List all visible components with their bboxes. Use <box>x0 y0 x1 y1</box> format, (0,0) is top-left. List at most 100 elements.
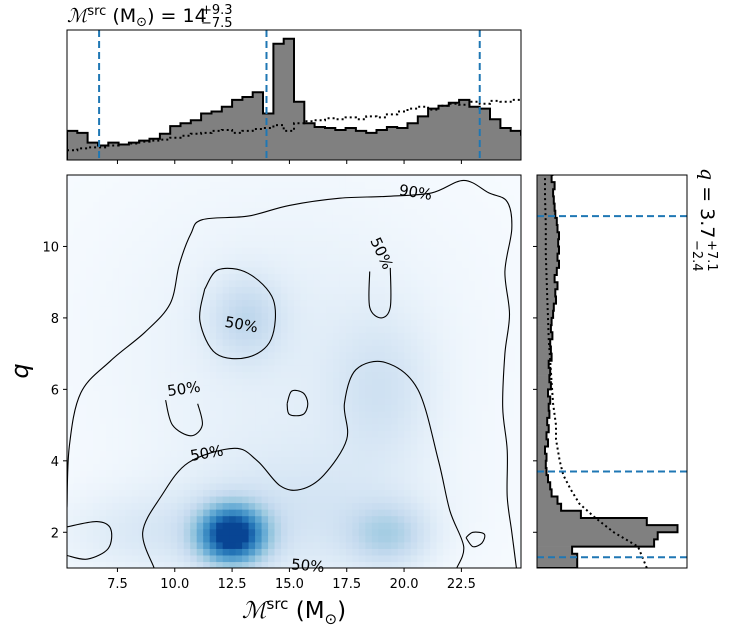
heatmap-cell <box>456 482 464 490</box>
heatmap-cell <box>151 430 159 438</box>
heatmap-cell <box>313 509 321 517</box>
heatmap-cell <box>423 443 431 451</box>
heatmap-cell <box>164 509 172 517</box>
heatmap-cell <box>164 404 172 412</box>
heatmap-cell <box>73 548 81 556</box>
heatmap-cell <box>397 312 405 320</box>
heatmap-cell <box>281 502 289 510</box>
heatmap-cell <box>365 233 373 242</box>
heatmap-cell <box>216 450 224 458</box>
heatmap-cell <box>345 253 353 261</box>
heatmap-cell <box>287 495 295 504</box>
heatmap-cell <box>73 227 81 235</box>
heatmap-cell <box>475 260 483 268</box>
heatmap-cell <box>151 535 159 543</box>
heatmap-cell <box>469 535 477 543</box>
heatmap-cell <box>313 397 321 405</box>
heatmap-cell <box>196 423 204 432</box>
heatmap-cell <box>105 423 113 432</box>
heatmap-cell <box>436 404 444 412</box>
heatmap-cell <box>449 247 457 255</box>
heatmap-cell <box>79 181 88 189</box>
heatmap-cell <box>508 253 516 261</box>
heatmap-cell <box>332 260 340 268</box>
heatmap-cell <box>332 220 340 228</box>
heatmap-cell <box>105 482 113 490</box>
heatmap-cell <box>482 214 490 222</box>
heatmap-cell <box>332 450 340 458</box>
heatmap-cell <box>105 247 113 255</box>
heatmap-cell <box>456 364 464 373</box>
heatmap-cell <box>488 482 496 490</box>
heatmap-cell <box>125 220 133 228</box>
heatmap-cell <box>475 548 483 556</box>
heatmap-cell <box>268 194 276 202</box>
contour-island-5 <box>286 389 309 417</box>
heatmap-cell <box>449 181 457 189</box>
top-histogram-bar <box>221 106 233 160</box>
heatmap-cell <box>514 450 521 458</box>
heatmap-cell <box>384 214 392 222</box>
heatmap-cell <box>216 482 224 490</box>
heatmap-cell <box>332 378 340 386</box>
heatmap-cell <box>313 371 321 379</box>
heatmap-cell <box>92 188 101 196</box>
heatmap-cell <box>170 371 178 379</box>
heatmap-cell <box>105 535 113 543</box>
heatmap-cell <box>281 404 289 412</box>
heatmap-cell <box>242 548 250 556</box>
heatmap-cell <box>514 306 521 314</box>
heatmap-cell <box>86 515 94 523</box>
heatmap-cell <box>86 279 94 287</box>
heatmap-cell <box>514 437 521 445</box>
heatmap-cell <box>164 443 172 451</box>
heatmap-cell <box>443 522 451 530</box>
heatmap-cell <box>67 404 75 412</box>
heatmap-cell <box>430 476 438 484</box>
heatmap-cell <box>222 175 230 183</box>
heatmap-cell <box>417 554 425 563</box>
heatmap-cell <box>384 456 392 464</box>
heatmap-cell <box>73 253 81 261</box>
heatmap-cell <box>456 535 464 543</box>
heatmap-cell <box>345 240 353 248</box>
heatmap-cell <box>319 332 328 340</box>
heatmap-cell <box>209 220 217 228</box>
heatmap-cell <box>281 181 289 189</box>
heatmap-cell <box>488 561 496 568</box>
heatmap-cell <box>138 522 146 530</box>
heatmap-cell <box>371 306 379 314</box>
heatmap-cell <box>423 227 431 235</box>
heatmap-cell <box>170 384 178 392</box>
heatmap-cell <box>222 495 230 504</box>
heatmap-cell <box>216 489 224 497</box>
heatmap-cell <box>300 175 308 183</box>
heatmap-cell <box>112 358 120 366</box>
heatmap-cell <box>313 541 321 549</box>
heatmap-cell <box>300 253 308 261</box>
heatmap-cell <box>332 548 340 556</box>
heatmap-cell <box>488 456 496 464</box>
heatmap-cell <box>125 240 133 248</box>
heatmap-cell <box>67 345 75 353</box>
heatmap-cell <box>157 338 165 346</box>
heatmap-cell <box>242 384 250 392</box>
heatmap-cell <box>190 319 198 327</box>
heatmap-cell <box>501 548 509 556</box>
heatmap-cell <box>144 437 152 445</box>
heatmap-cell <box>378 443 386 451</box>
heatmap-cell <box>436 502 444 510</box>
heatmap-cell <box>99 253 107 261</box>
heatmap-cell <box>196 378 204 386</box>
heatmap-cell <box>209 443 217 451</box>
heatmap-cell <box>384 391 392 399</box>
heatmap-cell <box>170 175 178 183</box>
heatmap-cell <box>118 345 126 353</box>
heatmap-cell <box>99 188 107 196</box>
heatmap-cell <box>222 338 230 346</box>
heatmap-cell <box>287 463 295 471</box>
heatmap-cell <box>488 351 496 359</box>
heatmap-cell <box>371 351 379 359</box>
heatmap-cell <box>274 227 282 235</box>
heatmap-cell <box>79 450 88 458</box>
